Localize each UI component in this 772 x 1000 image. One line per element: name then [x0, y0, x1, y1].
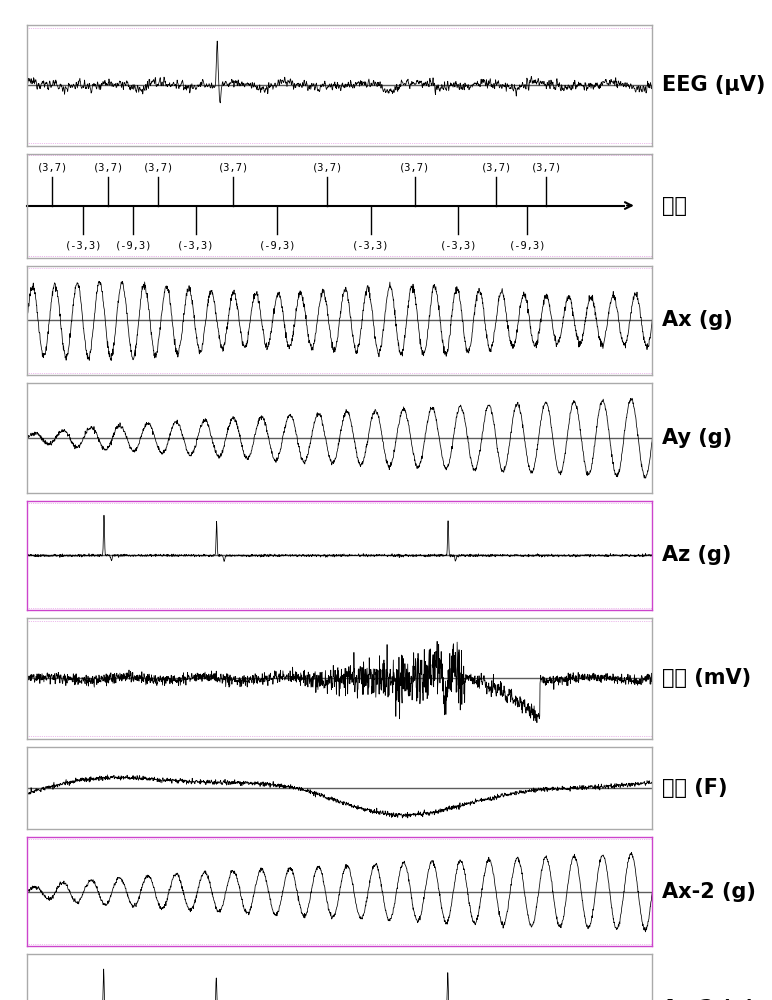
- Text: 温度 (F): 温度 (F): [662, 778, 727, 798]
- Text: (3,7): (3,7): [312, 162, 343, 172]
- Text: (-3,3): (-3,3): [65, 240, 102, 250]
- Text: (-3,3): (-3,3): [440, 240, 477, 250]
- Text: (3,7): (3,7): [480, 162, 512, 172]
- Text: Az (g): Az (g): [662, 545, 731, 565]
- Text: 认知: 认知: [662, 196, 686, 216]
- Text: (-9,3): (-9,3): [114, 240, 152, 250]
- Text: EEG (μV): EEG (μV): [662, 75, 765, 95]
- Text: (3,7): (3,7): [218, 162, 249, 172]
- Text: (-9,3): (-9,3): [259, 240, 296, 250]
- Text: (3,7): (3,7): [143, 162, 174, 172]
- Text: Ay (g): Ay (g): [662, 428, 732, 448]
- Text: (-3,3): (-3,3): [352, 240, 390, 250]
- Text: Ax-2 (g): Ax-2 (g): [662, 882, 756, 902]
- Text: (3,7): (3,7): [399, 162, 430, 172]
- Text: (3,7): (3,7): [36, 162, 68, 172]
- Text: Ax (g): Ax (g): [662, 310, 733, 330]
- Text: 语音 (mV): 语音 (mV): [662, 668, 750, 688]
- Text: (3,7): (3,7): [530, 162, 562, 172]
- Text: (-3,3): (-3,3): [177, 240, 215, 250]
- Text: (-9,3): (-9,3): [509, 240, 546, 250]
- Text: (3,7): (3,7): [93, 162, 124, 172]
